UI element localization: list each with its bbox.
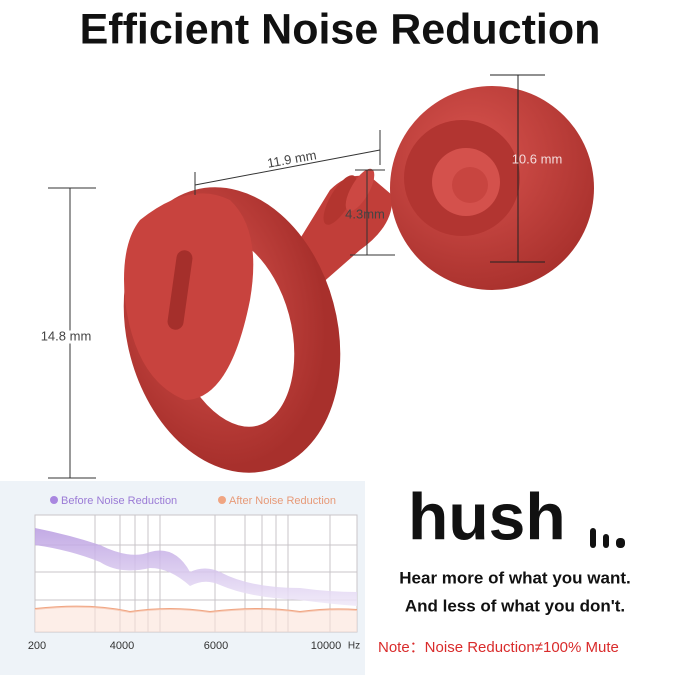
title: Efficient Noise Reduction (80, 5, 601, 53)
x-tick-label: 10000 (311, 640, 342, 652)
legend-after: After Noise Reduction (229, 495, 336, 507)
tagline: And less of what you don't. (405, 596, 625, 615)
tagline: Hear more of what you want. (399, 568, 630, 587)
x-labels: 200 4000 6000 10000 Hz (28, 640, 360, 652)
before-curve (35, 528, 357, 606)
height-label: 14.8 mm (41, 328, 92, 343)
stem-label: 4.3mm (345, 206, 385, 221)
earplug (123, 86, 594, 473)
x-unit: Hz (348, 641, 360, 652)
x-tick-label: 4000 (110, 640, 134, 652)
dimension-line (194, 149, 381, 186)
legend-dot (50, 496, 58, 504)
note: Note：Noise Reduction≠100% Mute (378, 639, 619, 656)
after-area (35, 606, 357, 632)
legend-dot (218, 496, 226, 504)
x-tick-label: 200 (28, 640, 46, 652)
logo-dots (590, 528, 625, 548)
logo: hush (408, 479, 566, 553)
legend-before: Before Noise Reduction (61, 495, 177, 507)
tip-label: 10.6 mm (512, 151, 563, 166)
x-tick-label: 6000 (204, 640, 228, 652)
